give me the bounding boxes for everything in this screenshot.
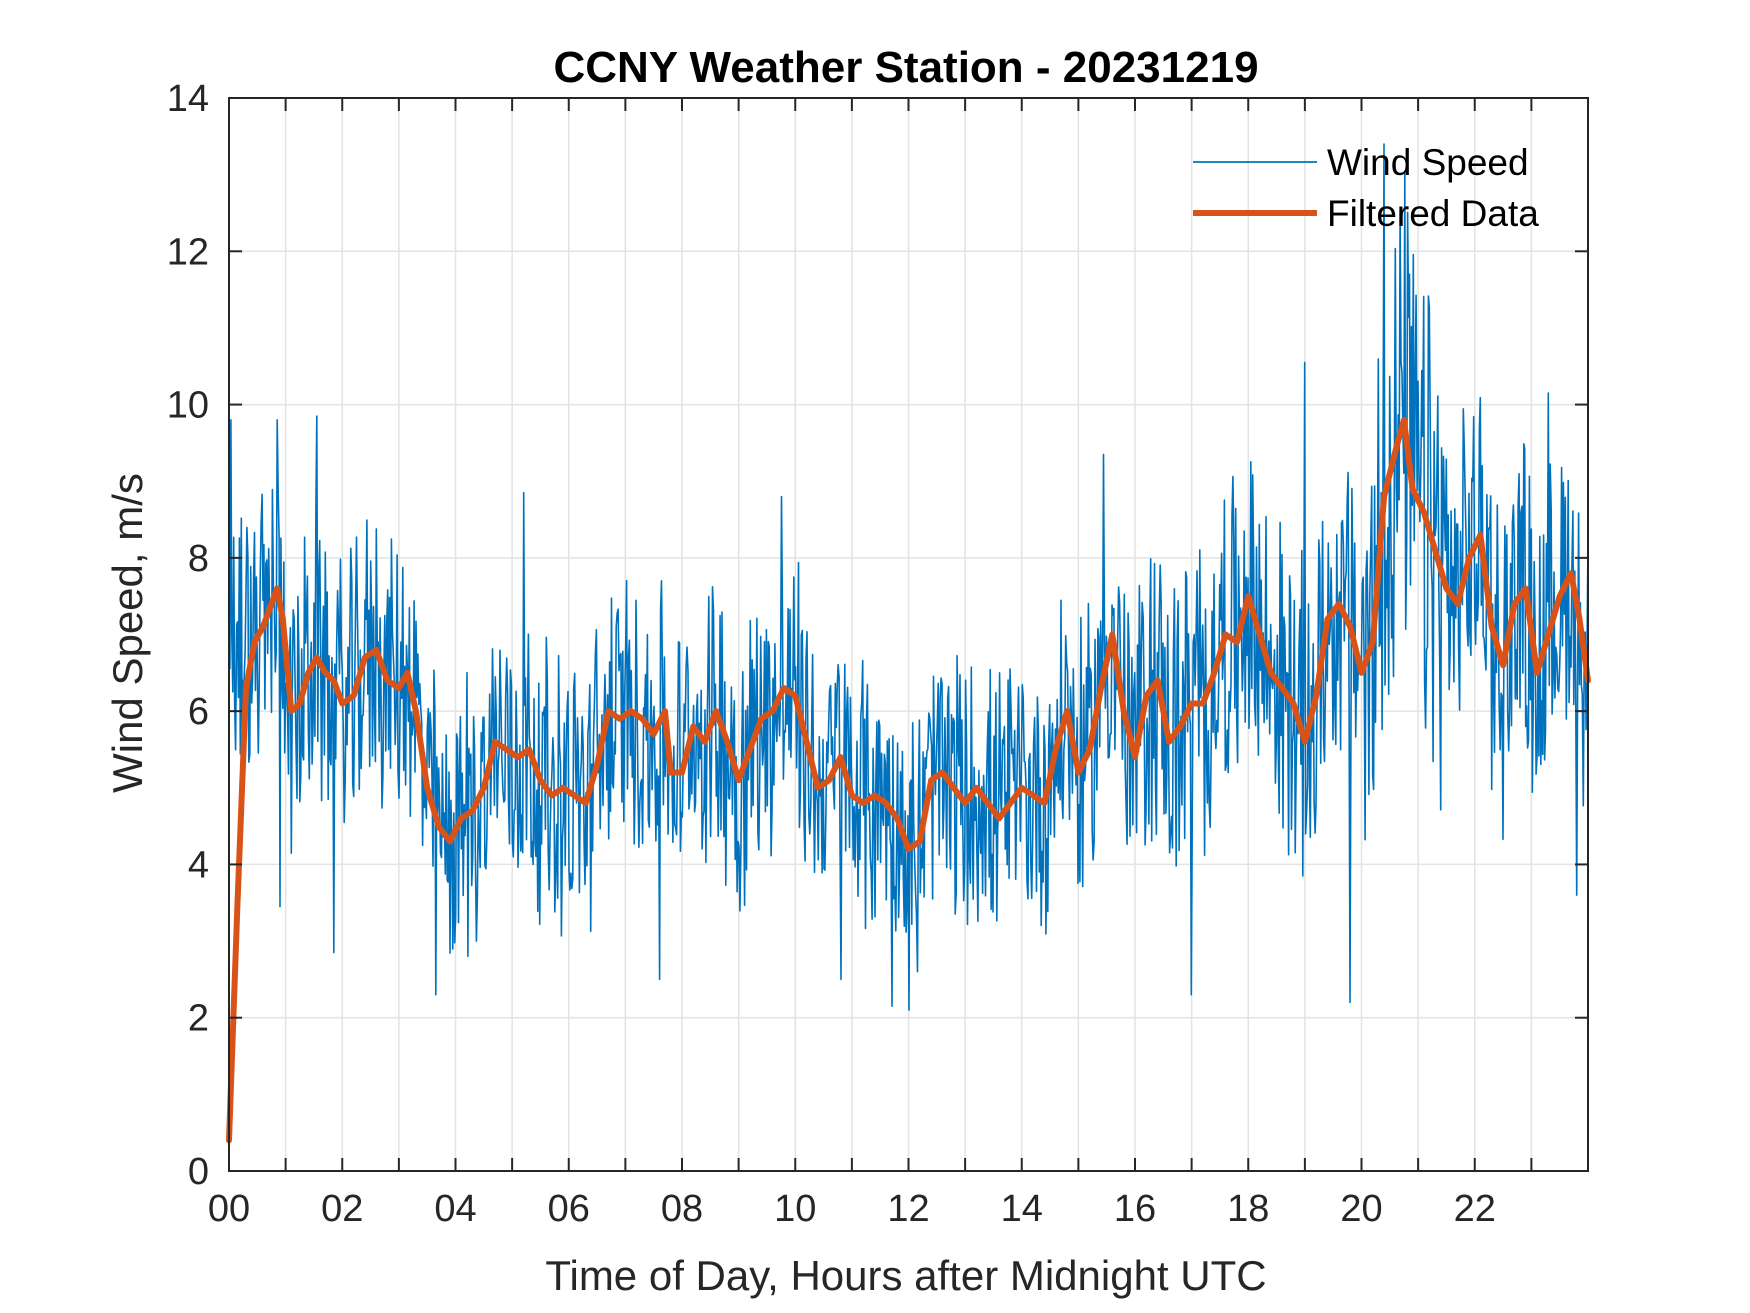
x-tick-label: 16 (1114, 1188, 1156, 1230)
legend: Wind Speed Filtered Data (1193, 142, 1539, 234)
legend-filtered-data-label: Filtered Data (1327, 193, 1539, 234)
y-axis-label: Wind Speed, m/s (104, 473, 151, 793)
y-tick-label: 6 (188, 691, 209, 733)
x-tick-label: 04 (434, 1188, 476, 1230)
x-tick-label: 06 (548, 1188, 590, 1230)
x-tick-label: 12 (887, 1188, 929, 1230)
chart-title: CCNY Weather Station - 20231219 (553, 43, 1258, 92)
wind-speed-series (228, 143, 1589, 1011)
filtered-data-series (226, 416, 1591, 1144)
wind-speed-line (228, 143, 1589, 1011)
x-tick-label: 20 (1340, 1188, 1382, 1230)
x-tick-label: 00 (208, 1188, 250, 1230)
y-tick-label: 14 (167, 78, 209, 120)
x-tick-label: 02 (321, 1188, 363, 1230)
x-tick-label: 10 (774, 1188, 816, 1230)
filtered-data-line (226, 416, 1591, 1144)
y-tick-label: 0 (188, 1151, 209, 1193)
legend-wind-speed-label: Wind Speed (1327, 142, 1529, 183)
ticks (229, 98, 1588, 1171)
x-axis-label: Time of Day, Hours after Midnight UTC (545, 1252, 1266, 1299)
y-tick-label: 4 (188, 844, 209, 886)
y-tick-label: 2 (188, 998, 209, 1040)
x-tick-label: 14 (1001, 1188, 1043, 1230)
x-tick-label: 08 (661, 1188, 703, 1230)
y-tick-label: 10 (167, 385, 209, 427)
y-tick-label: 8 (188, 538, 209, 580)
x-tick-label: 22 (1454, 1188, 1496, 1230)
x-tick-label: 18 (1227, 1188, 1269, 1230)
y-tick-label: 12 (167, 231, 209, 273)
